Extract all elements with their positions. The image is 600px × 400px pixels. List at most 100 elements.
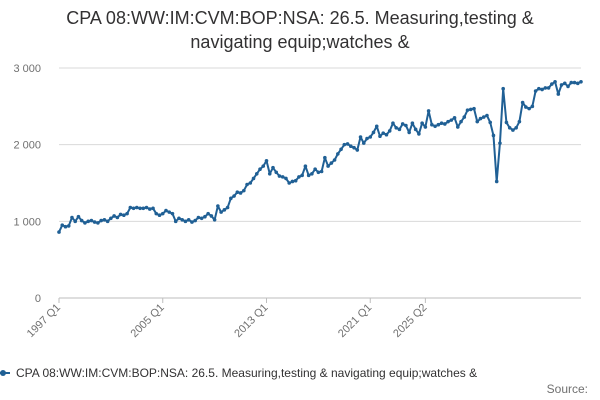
data-point[interactable] xyxy=(446,119,450,124)
data-point[interactable] xyxy=(70,215,74,220)
data-point[interactable] xyxy=(426,109,431,113)
data-point[interactable] xyxy=(504,120,509,125)
data-point[interactable] xyxy=(527,106,531,111)
data-point[interactable] xyxy=(404,123,408,128)
data-point[interactable] xyxy=(455,125,460,129)
data-point[interactable] xyxy=(339,147,343,152)
data-point[interactable] xyxy=(358,135,363,139)
data-point[interactable] xyxy=(524,105,528,109)
data-point[interactable] xyxy=(193,218,197,223)
data-point[interactable] xyxy=(433,124,437,129)
data-point[interactable] xyxy=(135,205,139,210)
data-point[interactable] xyxy=(284,176,288,181)
data-point[interactable] xyxy=(537,86,541,91)
data-point[interactable] xyxy=(63,224,68,229)
data-point[interactable] xyxy=(96,221,100,225)
data-point[interactable] xyxy=(274,170,279,175)
data-point[interactable] xyxy=(579,80,583,84)
data-point[interactable] xyxy=(319,169,324,174)
data-point[interactable] xyxy=(141,206,146,211)
data-point[interactable] xyxy=(186,218,191,222)
data-point[interactable] xyxy=(183,219,188,224)
data-point[interactable] xyxy=(83,221,87,225)
data-point[interactable] xyxy=(572,80,577,85)
data-point[interactable] xyxy=(222,208,227,212)
legend[interactable]: CPA 08:WW:IM:CVM:BOP:NSA: 26.5. Measurin… xyxy=(0,364,600,382)
data-point[interactable] xyxy=(287,181,291,185)
data-point[interactable] xyxy=(297,175,301,179)
data-point[interactable] xyxy=(73,219,78,224)
data-point[interactable] xyxy=(384,132,389,137)
data-point[interactable] xyxy=(336,152,340,156)
data-point[interactable] xyxy=(462,115,467,119)
data-point[interactable] xyxy=(209,214,214,218)
data-point[interactable] xyxy=(196,215,201,220)
data-point[interactable] xyxy=(115,215,120,220)
data-point[interactable] xyxy=(400,122,405,126)
data-point[interactable] xyxy=(131,206,136,211)
data-point[interactable] xyxy=(556,92,561,96)
data-point[interactable] xyxy=(443,122,447,126)
data-point[interactable] xyxy=(430,122,434,127)
data-point[interactable] xyxy=(76,214,81,219)
data-point[interactable] xyxy=(203,214,207,219)
data-point[interactable] xyxy=(122,213,126,217)
data-point[interactable] xyxy=(99,218,103,223)
data-point[interactable] xyxy=(216,204,220,208)
data-point[interactable] xyxy=(144,205,149,210)
data-point[interactable] xyxy=(310,172,314,176)
data-point[interactable] xyxy=(397,127,402,132)
data-point[interactable] xyxy=(436,122,441,127)
data-point[interactable] xyxy=(514,126,518,130)
data-point[interactable] xyxy=(303,164,308,168)
data-point[interactable] xyxy=(465,108,470,112)
data-point[interactable] xyxy=(355,148,360,152)
data-point[interactable] xyxy=(79,218,84,223)
data-point[interactable] xyxy=(313,167,317,171)
data-point[interactable] xyxy=(248,181,253,185)
data-point[interactable] xyxy=(251,176,256,181)
data-point[interactable] xyxy=(138,206,142,211)
data-point[interactable] xyxy=(452,116,457,120)
data-point[interactable] xyxy=(261,164,266,168)
data-point[interactable] xyxy=(511,128,515,132)
data-point[interactable] xyxy=(164,208,168,213)
data-point[interactable] xyxy=(329,161,334,165)
data-point[interactable] xyxy=(66,224,71,228)
data-point[interactable] xyxy=(553,80,557,84)
data-point[interactable] xyxy=(498,141,502,145)
data-point[interactable] xyxy=(160,211,165,216)
data-point[interactable] xyxy=(394,126,398,130)
data-point[interactable] xyxy=(264,158,269,163)
data-point[interactable] xyxy=(546,86,551,90)
data-point[interactable] xyxy=(199,216,204,221)
data-point[interactable] xyxy=(481,115,486,119)
data-point[interactable] xyxy=(365,136,369,141)
data-point[interactable] xyxy=(102,218,107,222)
data-point[interactable] xyxy=(118,212,123,217)
data-point[interactable] xyxy=(277,174,282,178)
data-point[interactable] xyxy=(488,120,493,125)
data-point[interactable] xyxy=(147,207,152,211)
data-point[interactable] xyxy=(439,121,444,125)
data-point[interactable] xyxy=(459,119,463,124)
data-point[interactable] xyxy=(254,172,259,176)
data-point[interactable] xyxy=(420,121,424,125)
data-point[interactable] xyxy=(391,121,395,125)
data-point[interactable] xyxy=(575,81,580,86)
data-point[interactable] xyxy=(520,100,525,105)
data-point[interactable] xyxy=(517,119,522,124)
data-point[interactable] xyxy=(387,129,392,133)
data-point[interactable] xyxy=(368,135,373,139)
data-point[interactable] xyxy=(170,211,175,216)
data-point[interactable] xyxy=(167,210,172,214)
data-point[interactable] xyxy=(258,167,262,171)
data-point[interactable] xyxy=(300,173,304,178)
data-point[interactable] xyxy=(316,170,321,175)
data-point[interactable] xyxy=(112,214,116,218)
data-point[interactable] xyxy=(180,218,185,222)
data-point[interactable] xyxy=(342,142,347,147)
data-point[interactable] xyxy=(472,106,476,111)
data-point[interactable] xyxy=(501,86,505,91)
data-point[interactable] xyxy=(449,118,454,122)
